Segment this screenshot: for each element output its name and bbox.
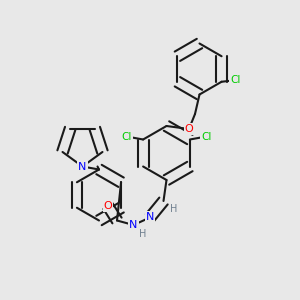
Text: O: O <box>184 124 194 134</box>
Text: Cl: Cl <box>201 131 212 142</box>
Text: O: O <box>103 201 112 211</box>
Text: Cl: Cl <box>122 131 132 142</box>
Text: N: N <box>146 212 154 223</box>
Text: Cl: Cl <box>230 75 240 85</box>
Text: N: N <box>78 161 87 172</box>
Text: H: H <box>170 203 178 214</box>
Text: N: N <box>129 220 138 230</box>
Text: H: H <box>139 229 146 239</box>
